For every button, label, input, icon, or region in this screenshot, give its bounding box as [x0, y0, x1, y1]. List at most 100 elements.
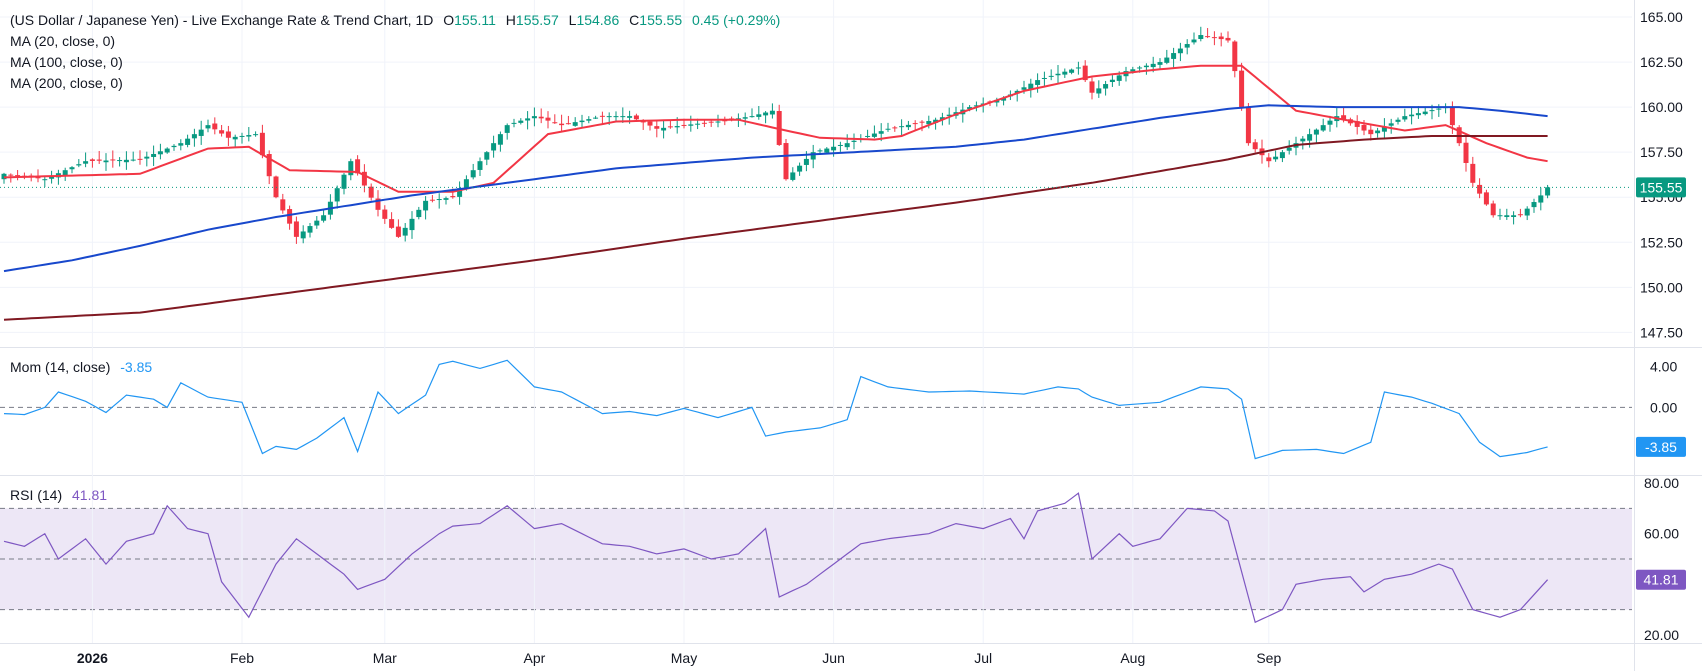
candle-body — [15, 175, 21, 177]
candle-body — [1191, 39, 1197, 43]
candle-body — [450, 196, 456, 198]
ma200-legend[interactable]: MA (200, close, 0) — [10, 75, 123, 91]
candle-body — [409, 218, 415, 231]
candle-body — [1422, 111, 1428, 115]
candle-body — [8, 174, 14, 176]
candle-body — [191, 134, 197, 139]
candle-body — [1184, 44, 1190, 48]
candle-body — [49, 176, 55, 179]
candle-body — [89, 159, 95, 161]
candle-body — [259, 132, 265, 156]
candle-body — [708, 121, 714, 123]
candle-body — [1245, 106, 1251, 144]
candle-body — [1341, 115, 1347, 120]
candle-body — [538, 116, 544, 119]
price-tick-label: 160.00 — [1640, 99, 1683, 115]
candle-body — [946, 114, 952, 116]
candle-body — [790, 172, 796, 180]
candle-body — [1429, 110, 1435, 112]
candle-body — [497, 134, 503, 145]
candle-body — [1143, 65, 1149, 68]
price-axis: 147.50150.00152.50155.00157.50160.00162.… — [1640, 9, 1683, 340]
symbol-title[interactable]: (US Dollar / Japanese Yen) - Live Exchan… — [10, 12, 434, 28]
ma100-legend[interactable]: MA (100, close, 0) — [10, 54, 123, 70]
candle-body — [783, 143, 789, 180]
candle-body — [1524, 208, 1530, 216]
rsi-badge-bg — [1636, 569, 1686, 590]
candle-body — [69, 167, 75, 170]
time-tick-label: Apr — [524, 650, 546, 666]
candle-body — [375, 198, 381, 210]
momentum-indicator — [3, 359, 1548, 460]
momentum-legend[interactable]: Mom (14, close) -3.85 — [10, 359, 158, 375]
candle-body — [1368, 129, 1374, 135]
candle-body — [293, 221, 299, 237]
candle-body — [1266, 157, 1272, 162]
candle-body — [1381, 126, 1387, 132]
candle-body — [1361, 124, 1367, 131]
candle-body — [117, 160, 123, 162]
candle-body — [701, 122, 707, 124]
candle-body — [749, 116, 755, 118]
candle-body — [1211, 37, 1217, 39]
candle-body — [933, 119, 939, 123]
candle-body — [314, 220, 320, 226]
candle-body — [1463, 142, 1469, 163]
price-tick-label: 150.00 — [1640, 279, 1683, 295]
price-tick-label: 147.50 — [1640, 324, 1683, 340]
candle-body — [654, 126, 660, 129]
candle-body — [1531, 202, 1537, 208]
candle-body — [674, 126, 680, 128]
candle-body — [572, 122, 578, 126]
candle-body — [803, 158, 809, 165]
candle-body — [1130, 69, 1136, 72]
candle-body — [1402, 116, 1408, 120]
rsi-legend[interactable]: RSI (14) 41.81 — [10, 487, 113, 503]
candle-body — [83, 161, 89, 164]
candle-body — [912, 123, 918, 125]
candle-body — [878, 131, 884, 134]
candle-body — [1327, 120, 1333, 125]
candle-body — [402, 227, 408, 236]
price-tick-label: 162.50 — [1640, 54, 1683, 70]
candle-body — [416, 209, 422, 218]
rsi-tick-label: 20.00 — [1644, 627, 1679, 643]
candle-body — [76, 164, 82, 166]
ma20-legend[interactable]: MA (20, close, 0) — [10, 33, 116, 49]
candle-body — [368, 186, 374, 198]
price-tick-label: 157.50 — [1640, 144, 1683, 160]
candle-body — [1395, 119, 1401, 122]
close-value: 155.55 — [639, 12, 683, 28]
candle-body — [599, 115, 605, 117]
candle-body — [871, 133, 877, 137]
low-label: L — [568, 12, 577, 28]
momentum-axis: 0.00 4.00 — [1650, 358, 1677, 415]
candle-body — [1205, 36, 1211, 38]
candle-body — [695, 123, 701, 125]
candle-body — [851, 140, 857, 142]
time-tick-label: Aug — [1120, 650, 1145, 666]
candle-body — [865, 135, 871, 137]
candle-body — [919, 121, 925, 123]
candle-body — [287, 209, 293, 224]
last-value-badges: 155.55 -3.85 41.81 — [1636, 177, 1686, 590]
candle-body — [42, 179, 48, 181]
last-price-badge-bg — [1636, 177, 1686, 198]
candle-body — [1504, 215, 1510, 218]
candle-body — [667, 126, 673, 128]
candle-body — [225, 131, 231, 138]
low-value: 154.86 — [576, 12, 620, 28]
momentum-badge-bg — [1636, 436, 1686, 457]
moving-average-lines — [0, 64, 1632, 321]
candle-body — [212, 123, 218, 130]
price-tick-label: 165.00 — [1640, 9, 1683, 25]
candle-body — [769, 110, 775, 115]
candle-body — [1497, 215, 1503, 217]
ma200-line — [3, 135, 1548, 321]
candle-body — [300, 231, 306, 239]
momentum-label: Mom (14, close) — [10, 359, 111, 375]
candle-body — [606, 116, 612, 118]
candle-body — [525, 118, 531, 121]
candle-body — [280, 199, 286, 211]
